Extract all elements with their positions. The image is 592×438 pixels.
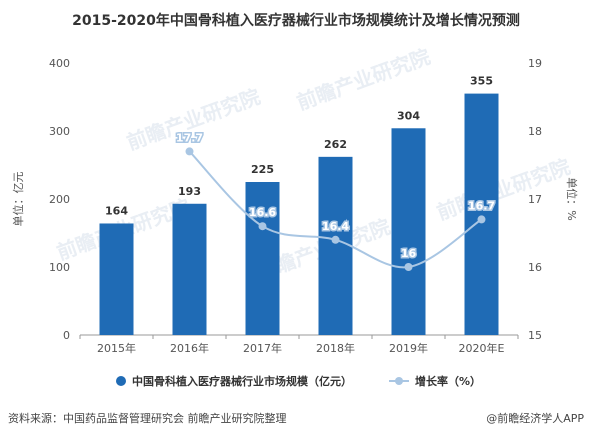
growth-point: [258, 222, 267, 231]
y2-tick-label: 16: [528, 261, 542, 274]
bar-value-label: 262: [324, 138, 347, 151]
x-tick-label: 2019年: [389, 341, 428, 355]
y-tick-label: 300: [49, 125, 70, 138]
x-tick-label: 2015年: [97, 341, 136, 355]
growth-point: [477, 215, 486, 224]
y2-tick-label: 19: [528, 57, 542, 70]
legend-marker-line-dot: [395, 377, 403, 385]
y-tick-label: 100: [49, 261, 70, 274]
bar-value-label: 193: [178, 185, 201, 198]
bar: [391, 128, 426, 335]
source-note: 资料来源：中国药品监督管理研究会 前瞻产业研究院整理: [8, 412, 287, 425]
growth-value-label: 16: [401, 247, 417, 260]
x-tick-label: 2020年E: [459, 341, 505, 355]
growth-point: [185, 147, 194, 156]
y-tick-label: 400: [49, 57, 70, 70]
bar: [245, 182, 280, 335]
growth-value-label: 17.7: [176, 131, 203, 144]
watermark-text: 前瞻产业研究院: [434, 154, 574, 224]
x-tick-label: 2018年: [316, 341, 355, 355]
y-tick-label: 200: [49, 193, 70, 206]
watermark-text: 前瞻产业研究院: [294, 44, 434, 114]
y2-axis-title: 单位：%: [565, 177, 579, 220]
growth-value-label: 16.7: [468, 199, 495, 212]
y2-tick-label: 18: [528, 125, 542, 138]
growth-value-label: 16.6: [249, 206, 276, 219]
x-tick-label: 2016年: [170, 341, 209, 355]
growth-point: [404, 263, 413, 271]
bar: [464, 93, 499, 335]
chart-title: 2015-2020年中国骨科植入医疗器械行业市场规模统计及增长情况预测: [72, 13, 520, 29]
bar-value-label: 164: [105, 204, 128, 217]
y-tick-label: 0: [63, 329, 70, 342]
y2-tick-label: 15: [528, 329, 542, 342]
brand-credit: @前瞻经济学人APP: [486, 412, 584, 425]
bar: [99, 223, 134, 335]
bar: [318, 156, 353, 335]
growth-value-label: 16.4: [322, 220, 349, 233]
y2-tick-label: 17: [528, 193, 542, 206]
legend-label-bar: 中国骨科植入医疗器械行业市场规模（亿元）: [132, 374, 352, 388]
x-tick-label: 2017年: [243, 341, 282, 355]
bar-value-label: 304: [397, 109, 420, 122]
bar-value-label: 225: [251, 163, 274, 176]
growth-point: [331, 235, 340, 244]
y-axis-title: 单位：亿元: [11, 172, 25, 227]
legend-label-line: 增长率（%）: [415, 374, 481, 388]
legend-marker-bar: [116, 376, 126, 386]
bar: [172, 203, 207, 335]
bar-value-label: 355: [470, 75, 493, 88]
